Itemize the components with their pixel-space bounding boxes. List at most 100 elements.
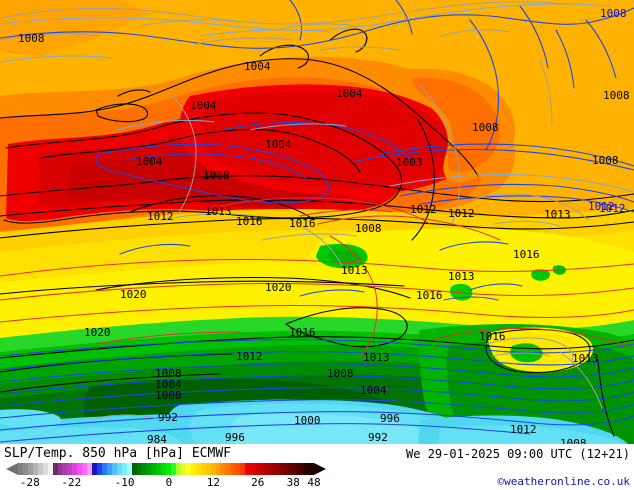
colorbar-swatch	[141, 463, 147, 475]
colorbar-swatch	[82, 463, 88, 475]
contour-label: 1008	[155, 367, 182, 380]
copyright-credit: ©weatheronline.co.uk	[497, 475, 630, 488]
contour-label: 1013	[572, 352, 599, 365]
colorbar-swatch	[22, 463, 28, 475]
colorbar-swatch	[131, 463, 137, 475]
colorbar-swatch	[289, 463, 295, 475]
contour-label: 1016	[479, 330, 506, 343]
colorbar-swatch	[151, 463, 157, 475]
contour-label: 1013	[544, 208, 571, 221]
colorbar-tick: 26	[251, 476, 265, 489]
colorbar-swatch	[126, 463, 132, 475]
colorbar-tick: -22	[61, 476, 82, 489]
colorbar-swatch	[185, 463, 191, 475]
contour-label: 1016	[289, 217, 316, 230]
contour-label: 1008	[203, 169, 230, 182]
colorbar-swatch	[240, 463, 246, 475]
contour-label: 1013	[448, 270, 475, 283]
colorbar-tick: 12	[206, 476, 220, 489]
valid-timestamp: We 29-01-2025 09:00 UTC (12+21)	[406, 447, 630, 461]
contour-label: 1020	[84, 326, 111, 339]
colorbar-swatch	[269, 463, 275, 475]
contour-label: 1012	[236, 350, 263, 363]
colorbar-right-arrow	[314, 463, 326, 475]
contour-label: 1000	[155, 389, 182, 402]
colorbar-swatch	[220, 463, 226, 475]
contour-label: 1012	[147, 210, 174, 223]
colorbar-tick: 0	[165, 476, 173, 489]
contour-label: 1013	[341, 264, 368, 277]
contour-label: 1004	[190, 99, 217, 112]
colorbar-swatch	[146, 463, 152, 475]
contour-label: 996	[225, 431, 245, 444]
colorbar-swatch	[255, 463, 260, 475]
colorbar-swatch	[215, 463, 221, 475]
colorbar-swatch	[195, 463, 201, 475]
contour-label: 1004	[265, 138, 292, 151]
colorbar-swatch	[32, 463, 38, 475]
colorbar-swatch	[72, 463, 78, 475]
contour-label: 1013	[205, 205, 232, 218]
colorbar-swatch	[304, 463, 310, 475]
colorbar-swatch	[279, 463, 285, 475]
colorbar-swatch	[77, 463, 83, 475]
colorbar-swatch	[62, 463, 68, 475]
colorbar-swatch	[200, 463, 206, 475]
colorbar-swatch	[205, 463, 211, 475]
colorbar-swatch	[309, 463, 315, 475]
colorbar-swatch	[121, 463, 127, 475]
contour-label: 1012	[410, 203, 437, 216]
contour-label: 1008	[592, 154, 619, 167]
contour-label: 1008	[327, 367, 354, 380]
colorbar-swatch	[210, 463, 216, 475]
colorbar-swatch	[42, 463, 48, 475]
contour-label: 992	[158, 411, 178, 424]
contour-label: 1013	[363, 351, 390, 364]
colorbar-swatch	[259, 463, 265, 475]
contour-label: 1000	[294, 414, 321, 427]
colorbar-tick: -28	[19, 476, 40, 489]
colorbar-tick: 38	[286, 476, 300, 489]
contour-label: 1016	[513, 248, 540, 261]
contour-label: 1008	[472, 121, 499, 134]
colorbar[interactable]: -28 -22 -10 0 12 26 38 48	[6, 463, 326, 489]
contour-label: 1004	[155, 378, 182, 391]
contour-label: 1004	[244, 60, 271, 73]
contour-label: 996	[380, 412, 400, 425]
contour-label: 1004	[360, 384, 387, 397]
colorbar-swatch	[161, 463, 167, 475]
contour-label: 1020	[265, 281, 292, 294]
contour-label: 1008	[18, 32, 45, 45]
colorbar-swatch	[111, 463, 117, 475]
map-canvas[interactable]: 1008 1004 1004 1004 1004 1004 1008 1008 1008 1003…	[0, 0, 634, 444]
contour-label: 1008	[355, 222, 382, 235]
contour-label: 1004	[336, 87, 363, 100]
colorbar-swatch	[18, 463, 23, 475]
colorbar-swatch	[250, 463, 255, 475]
colorbar-tick: -10	[114, 476, 135, 489]
contour-label: 1012	[588, 200, 615, 213]
contour-label: 1016	[289, 326, 316, 339]
contour-label: 1012	[599, 202, 626, 215]
contour-label: 992	[368, 431, 388, 444]
colorbar-tick: 48	[307, 476, 321, 489]
colorbar-left-arrow	[6, 463, 18, 475]
colorbar-swatch	[264, 463, 270, 475]
contour-label: 1003	[396, 156, 423, 169]
contour-label: 1012	[510, 423, 537, 436]
contour-label: 1016	[236, 215, 263, 228]
colorbar-swatch	[299, 463, 305, 475]
contour-label: 1008	[560, 437, 587, 444]
colorbar-swatch	[37, 463, 43, 475]
figure-footer: SLP/Temp. 850 hPa [hPa] ECMWF We 29-01-2…	[0, 444, 634, 490]
colorbar-swatch	[180, 463, 186, 475]
colorbar-tick-labels: -28 -22 -10 0 12 26 38 48	[18, 476, 321, 490]
colorbar-swatch	[156, 463, 162, 475]
colorbar-swatch	[67, 463, 73, 475]
colorbar-swatch	[171, 463, 176, 475]
colorbar-swatch	[106, 463, 112, 475]
contour-label: 984	[147, 433, 167, 444]
colorbar-swatch	[274, 463, 280, 475]
colorbar-swatch	[136, 463, 142, 475]
